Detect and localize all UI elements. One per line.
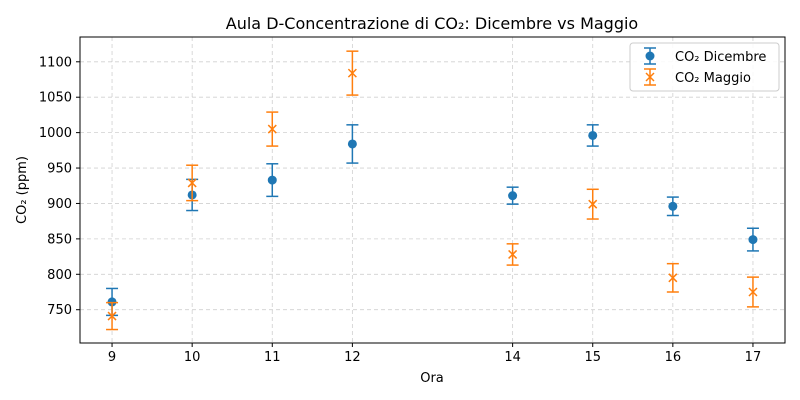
y-tick-label: 1050: [39, 91, 72, 106]
legend-marker-dicembre: [644, 47, 656, 65]
plot-series: [106, 50, 759, 331]
x-tick-label: 15: [584, 350, 601, 365]
data-point: [588, 199, 598, 209]
data-point: [748, 235, 758, 245]
x-tick-label: 12: [344, 350, 361, 365]
x-tick-label: 10: [184, 350, 201, 365]
y-axis-label: CO₂ (ppm): [15, 156, 30, 224]
legend-box: [629, 42, 780, 92]
x-tick-label: 16: [665, 350, 682, 365]
x-tick-label: 17: [745, 350, 762, 365]
data-point: [508, 249, 518, 259]
y-tick-label: 850: [47, 232, 72, 247]
data-point: [267, 124, 277, 134]
series-dicembre: [106, 124, 759, 317]
axis-ticks: 9 10 11 12 14 15 16 17 750 800 850 900 950 1000 1050 11…: [39, 55, 761, 365]
x-tick-label: 14: [504, 350, 521, 365]
plot-frame: [79, 36, 786, 344]
data-point: [748, 287, 758, 297]
data-point: [107, 311, 117, 321]
data-point: [187, 178, 197, 188]
data-point: [267, 175, 277, 185]
legend-point: [645, 51, 655, 61]
y-tick-label: 800: [47, 268, 72, 283]
legend-label-maggio: CO₂ Maggio: [675, 71, 751, 86]
x-axis-label: Ora: [420, 371, 444, 386]
chart-title: Aula D-Concentrazione di CO₂: Dicembre v…: [226, 14, 638, 33]
data-point: [668, 201, 678, 211]
data-point: [668, 273, 678, 283]
y-tick-label: 1100: [39, 55, 72, 70]
x-tick-label: 11: [264, 350, 281, 365]
y-tick-label: 900: [47, 197, 72, 212]
legend-label-dicembre: CO₂ Dicembre: [675, 50, 766, 65]
legend: CO₂ Dicembre CO₂ Maggio: [629, 42, 780, 92]
series-maggio: [106, 50, 759, 331]
data-point: [347, 68, 357, 78]
x-tick-label: 9: [108, 350, 116, 365]
y-tick-label: 950: [47, 162, 72, 177]
y-tick-label: 1000: [39, 126, 72, 141]
data-point: [588, 130, 598, 140]
data-point: [347, 139, 357, 149]
legend-marker-maggio: [644, 68, 656, 86]
data-point: [508, 191, 518, 201]
legend-point: [645, 72, 655, 82]
y-tick-label: 750: [47, 303, 72, 318]
